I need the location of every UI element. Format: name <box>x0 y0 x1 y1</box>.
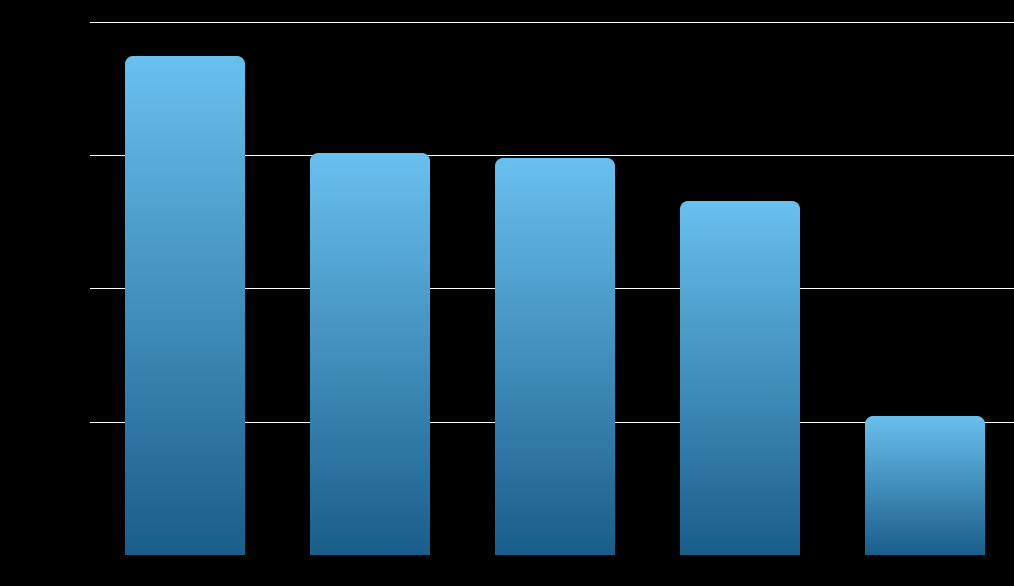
bar <box>310 153 430 555</box>
bar-chart <box>0 0 1014 586</box>
gridline <box>90 22 1014 23</box>
bar <box>495 158 615 555</box>
bar <box>865 416 985 555</box>
bar <box>125 56 245 556</box>
bar <box>680 201 800 555</box>
